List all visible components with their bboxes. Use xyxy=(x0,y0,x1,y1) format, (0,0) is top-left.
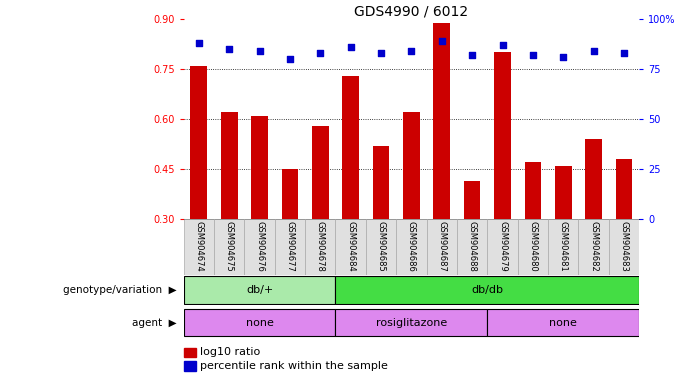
Bar xyxy=(366,219,396,275)
Bar xyxy=(244,219,275,275)
Bar xyxy=(282,169,299,219)
Bar xyxy=(579,219,609,275)
Text: log10 ratio: log10 ratio xyxy=(200,347,260,357)
Text: db/db: db/db xyxy=(471,285,503,295)
Text: none: none xyxy=(245,318,273,328)
Text: GSM904687: GSM904687 xyxy=(437,220,446,271)
Bar xyxy=(488,219,517,275)
Point xyxy=(528,52,539,58)
Point xyxy=(619,50,630,56)
Text: GSM904688: GSM904688 xyxy=(468,220,477,271)
Text: GSM904685: GSM904685 xyxy=(377,220,386,271)
Bar xyxy=(494,53,511,219)
Text: none: none xyxy=(549,318,577,328)
Text: GSM904684: GSM904684 xyxy=(346,220,355,271)
Point xyxy=(558,54,568,60)
Bar xyxy=(585,139,602,219)
Bar xyxy=(221,113,237,219)
Bar xyxy=(190,66,207,219)
Bar xyxy=(312,126,328,219)
Text: db/+: db/+ xyxy=(246,285,273,295)
Point xyxy=(437,38,447,44)
Point xyxy=(284,56,295,62)
Text: GSM904677: GSM904677 xyxy=(286,220,294,271)
Text: GSM904680: GSM904680 xyxy=(528,220,537,271)
Title: GDS4990 / 6012: GDS4990 / 6012 xyxy=(354,4,469,18)
Text: GSM904681: GSM904681 xyxy=(559,220,568,271)
Point xyxy=(193,40,204,46)
Bar xyxy=(517,219,548,275)
Text: GSM904683: GSM904683 xyxy=(619,220,628,271)
Bar xyxy=(488,309,639,336)
Point xyxy=(315,50,326,56)
Bar xyxy=(335,219,366,275)
Bar xyxy=(335,309,488,336)
Bar xyxy=(305,219,335,275)
Bar xyxy=(214,219,244,275)
Bar xyxy=(403,113,420,219)
Point xyxy=(345,44,356,50)
Bar xyxy=(184,219,214,275)
Point xyxy=(375,50,386,56)
Text: GSM904676: GSM904676 xyxy=(255,220,264,271)
Bar xyxy=(433,23,450,219)
Text: genotype/variation  ▶: genotype/variation ▶ xyxy=(63,285,177,295)
Point xyxy=(254,48,265,54)
Bar xyxy=(457,219,488,275)
Text: GSM904686: GSM904686 xyxy=(407,220,416,271)
Bar xyxy=(615,159,632,219)
Bar xyxy=(396,219,426,275)
Point xyxy=(224,46,235,52)
Bar xyxy=(184,309,335,336)
Bar xyxy=(251,116,268,219)
Bar xyxy=(524,162,541,219)
Bar xyxy=(335,276,639,304)
Text: agent  ▶: agent ▶ xyxy=(132,318,177,328)
Text: GSM904679: GSM904679 xyxy=(498,220,507,271)
Bar xyxy=(555,166,572,219)
Text: percentile rank within the sample: percentile rank within the sample xyxy=(200,361,388,371)
Text: GSM904678: GSM904678 xyxy=(316,220,325,271)
Bar xyxy=(464,180,481,219)
Text: rosiglitazone: rosiglitazone xyxy=(376,318,447,328)
Bar xyxy=(275,219,305,275)
Point xyxy=(466,52,477,58)
Bar xyxy=(342,76,359,219)
Bar xyxy=(184,276,335,304)
Bar xyxy=(373,146,390,219)
Text: GSM904674: GSM904674 xyxy=(194,220,203,271)
Point xyxy=(497,42,508,48)
Bar xyxy=(426,219,457,275)
Bar xyxy=(609,219,639,275)
Bar xyxy=(548,219,579,275)
Text: GSM904675: GSM904675 xyxy=(224,220,234,271)
Point xyxy=(406,48,417,54)
Text: GSM904682: GSM904682 xyxy=(589,220,598,271)
Point xyxy=(588,48,599,54)
